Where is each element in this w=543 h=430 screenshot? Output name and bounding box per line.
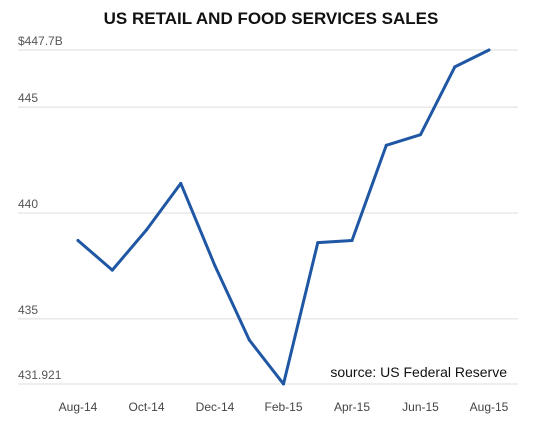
source-note: source: US Federal Reserve bbox=[330, 364, 507, 380]
x-tick-label: Apr-15 bbox=[334, 400, 370, 414]
data-point bbox=[487, 48, 491, 52]
data-point bbox=[247, 338, 251, 342]
data-point bbox=[282, 382, 285, 386]
x-tick-label: Aug-14 bbox=[59, 400, 98, 414]
x-tick-label: Jun-15 bbox=[402, 400, 439, 414]
data-point bbox=[213, 264, 217, 268]
gridlines bbox=[18, 49, 518, 385]
y-tick-label: 435 bbox=[18, 303, 38, 317]
series-layer bbox=[76, 48, 491, 386]
series-line bbox=[76, 48, 491, 386]
data-point bbox=[316, 241, 320, 245]
y-tick-label: 445 bbox=[18, 91, 38, 105]
x-tick-label: Aug-15 bbox=[470, 400, 509, 414]
y-tick-label: 440 bbox=[18, 197, 38, 211]
data-point bbox=[419, 133, 422, 137]
x-axis-ticks: Aug-14 Oct-14 Dec-14 Feb-15 Apr-15 Jun-15 Aug-… bbox=[59, 400, 509, 414]
data-point bbox=[350, 239, 354, 243]
data-point bbox=[453, 65, 457, 69]
y-axis-ticks: 431.921 435 440 445 $447.7B bbox=[18, 34, 63, 382]
chart-title: US RETAIL AND FOOD SERVICES SALES bbox=[104, 9, 439, 28]
y-tick-label: $447.7B bbox=[18, 34, 63, 48]
data-point bbox=[145, 228, 148, 232]
data-point bbox=[76, 239, 80, 243]
x-tick-label: Oct-14 bbox=[128, 400, 164, 414]
data-point bbox=[384, 143, 388, 147]
y-tick-label: 431.921 bbox=[18, 368, 62, 382]
data-point bbox=[110, 268, 114, 272]
x-tick-label: Dec-14 bbox=[196, 400, 235, 414]
data-point bbox=[179, 181, 183, 185]
x-tick-label: Feb-15 bbox=[264, 400, 302, 414]
